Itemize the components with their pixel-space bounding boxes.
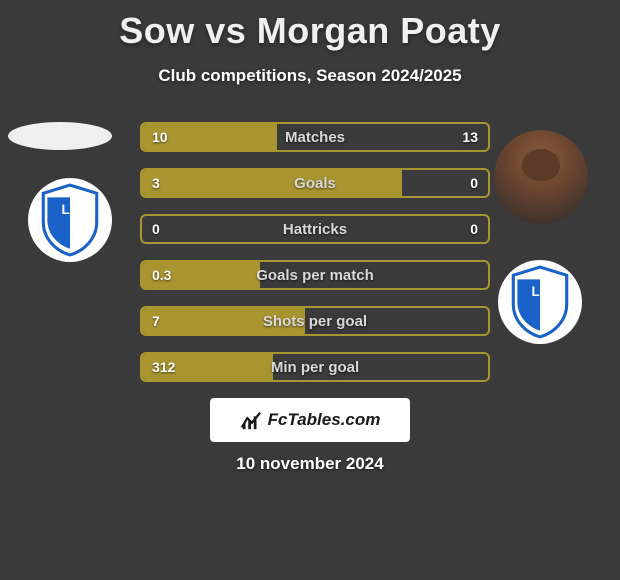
svg-text:LS: LS (531, 284, 548, 299)
stat-label: Matches (142, 124, 488, 150)
svg-text:LS: LS (61, 202, 78, 217)
stat-label: Hattricks (142, 216, 488, 242)
player-left-avatar (8, 122, 112, 150)
page-title: Sow vs Morgan Poaty (0, 0, 620, 52)
stat-value-left: 10 (152, 124, 168, 150)
stat-row: Goals per match0.3 (140, 260, 490, 290)
stat-value-left: 312 (152, 354, 175, 380)
club-badge-right: LS (498, 260, 582, 344)
stat-row: Goals3 0 (140, 168, 490, 198)
stat-row: Min per goal312 (140, 352, 490, 382)
club-badge-left: LS (28, 178, 112, 262)
shield-icon: LS (509, 265, 571, 339)
stat-label: Min per goal (142, 354, 488, 380)
stat-value-left: 0 (152, 216, 160, 242)
player-right-avatar (494, 130, 588, 224)
footer-date: 10 november 2024 (0, 454, 620, 474)
stat-row: Shots per goal7 (140, 306, 490, 336)
stat-value-left: 3 (152, 170, 160, 196)
stat-row: Hattricks0 0 (140, 214, 490, 244)
page-subtitle: Club competitions, Season 2024/2025 (0, 66, 620, 86)
stat-value-left: 7 (152, 308, 160, 334)
stat-value-left: 0.3 (152, 262, 171, 288)
stat-value-right: 0 (470, 170, 478, 196)
chart-icon (240, 409, 262, 431)
stats-bars: Matches1013Goals30Hattricks00Goals per m… (140, 122, 490, 398)
stat-value-right: 13 (462, 124, 478, 150)
stat-row: Matches10 13 (140, 122, 490, 152)
stat-label: Goals per match (142, 262, 488, 288)
stat-label: Shots per goal (142, 308, 488, 334)
stat-value-right: 0 (470, 216, 478, 242)
footer-brand-label: FcTables.com (268, 410, 381, 430)
footer-brand: FcTables.com (210, 398, 410, 442)
shield-icon: LS (39, 183, 101, 257)
stat-label: Goals (142, 170, 488, 196)
